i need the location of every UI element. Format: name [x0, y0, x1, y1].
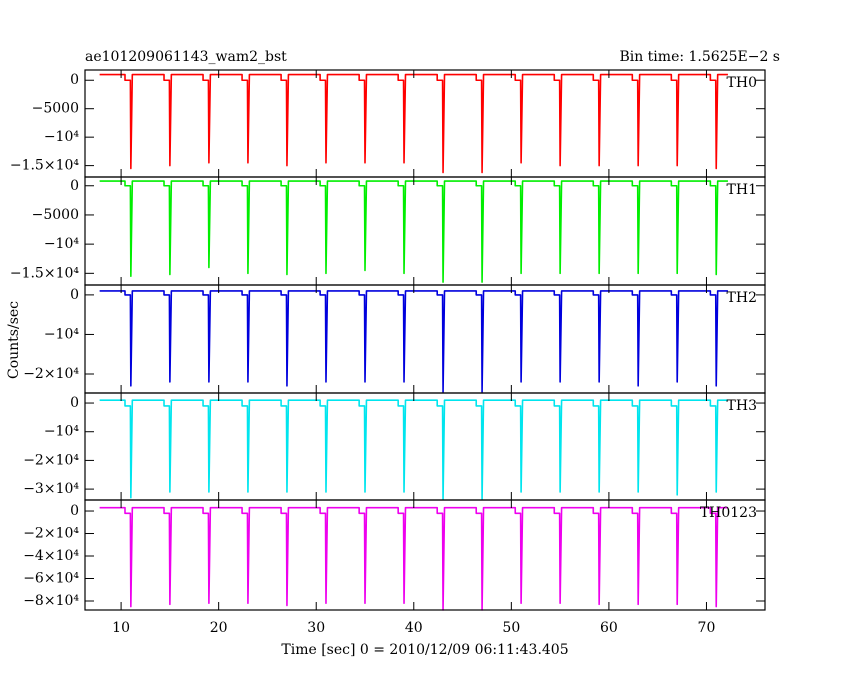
y-tick-label: −5000: [32, 101, 79, 117]
panel-frame: [84, 392, 766, 501]
x-axis-label: Time [sec] 0 = 2010/12/09 06:11:43.405: [281, 642, 568, 658]
x-tick-label: 60: [600, 620, 618, 636]
y-tick-label: −10⁴: [44, 424, 80, 440]
x-tick-label: 20: [210, 620, 228, 636]
panel-frame: [84, 284, 766, 394]
panel-frame: [84, 69, 766, 178]
y-tick-label: −10⁴: [44, 236, 80, 252]
y-tick-label: −2×10⁴: [23, 526, 79, 542]
y-tick-label: −4×10⁴: [23, 548, 79, 564]
panel-label: TH1: [727, 182, 757, 198]
y-tick-label: −10⁴: [44, 129, 80, 145]
x-tick-label: 70: [698, 620, 716, 636]
y-axis-label: Counts/sec: [6, 301, 22, 379]
panel-frame: [84, 499, 766, 611]
y-tick-label: −1.5×10⁴: [10, 265, 80, 281]
y-tick-label: −8×10⁴: [23, 593, 79, 609]
x-tick-label: 30: [307, 620, 325, 636]
y-tick-label: 0: [70, 178, 79, 194]
series-line: [99, 73, 728, 174]
y-tick-label: −2×10⁴: [23, 452, 79, 468]
panel-label: TH0123: [700, 505, 757, 521]
chart-subtitle: Bin time: 1.5625E−2 s: [619, 49, 780, 65]
y-tick-label: 0: [70, 72, 79, 88]
series-line: [99, 180, 728, 283]
panel-frame: [84, 176, 766, 286]
x-tick-label: 40: [405, 620, 423, 636]
x-tick-label: 50: [502, 620, 520, 636]
y-tick-label: −2×10⁴: [23, 366, 79, 382]
panel-label: TH0: [727, 75, 757, 91]
x-tick-label: 10: [112, 620, 130, 636]
series-line: [99, 399, 728, 500]
panel-label: TH3: [727, 398, 757, 414]
chart-title: ae101209061143_wam2_bst: [85, 49, 287, 65]
panel-label: TH2: [727, 290, 757, 306]
series-line: [99, 506, 728, 611]
y-tick-label: 0: [70, 503, 79, 519]
y-tick-label: −10⁴: [44, 326, 80, 342]
y-tick-label: 0: [70, 287, 79, 303]
y-tick-label: −1.5×10⁴: [10, 158, 80, 174]
y-tick-label: −6×10⁴: [23, 571, 79, 587]
y-tick-label: −3×10⁴: [23, 481, 79, 497]
y-tick-label: −5000: [32, 207, 79, 223]
y-tick-label: 0: [70, 395, 79, 411]
series-line: [99, 290, 728, 393]
